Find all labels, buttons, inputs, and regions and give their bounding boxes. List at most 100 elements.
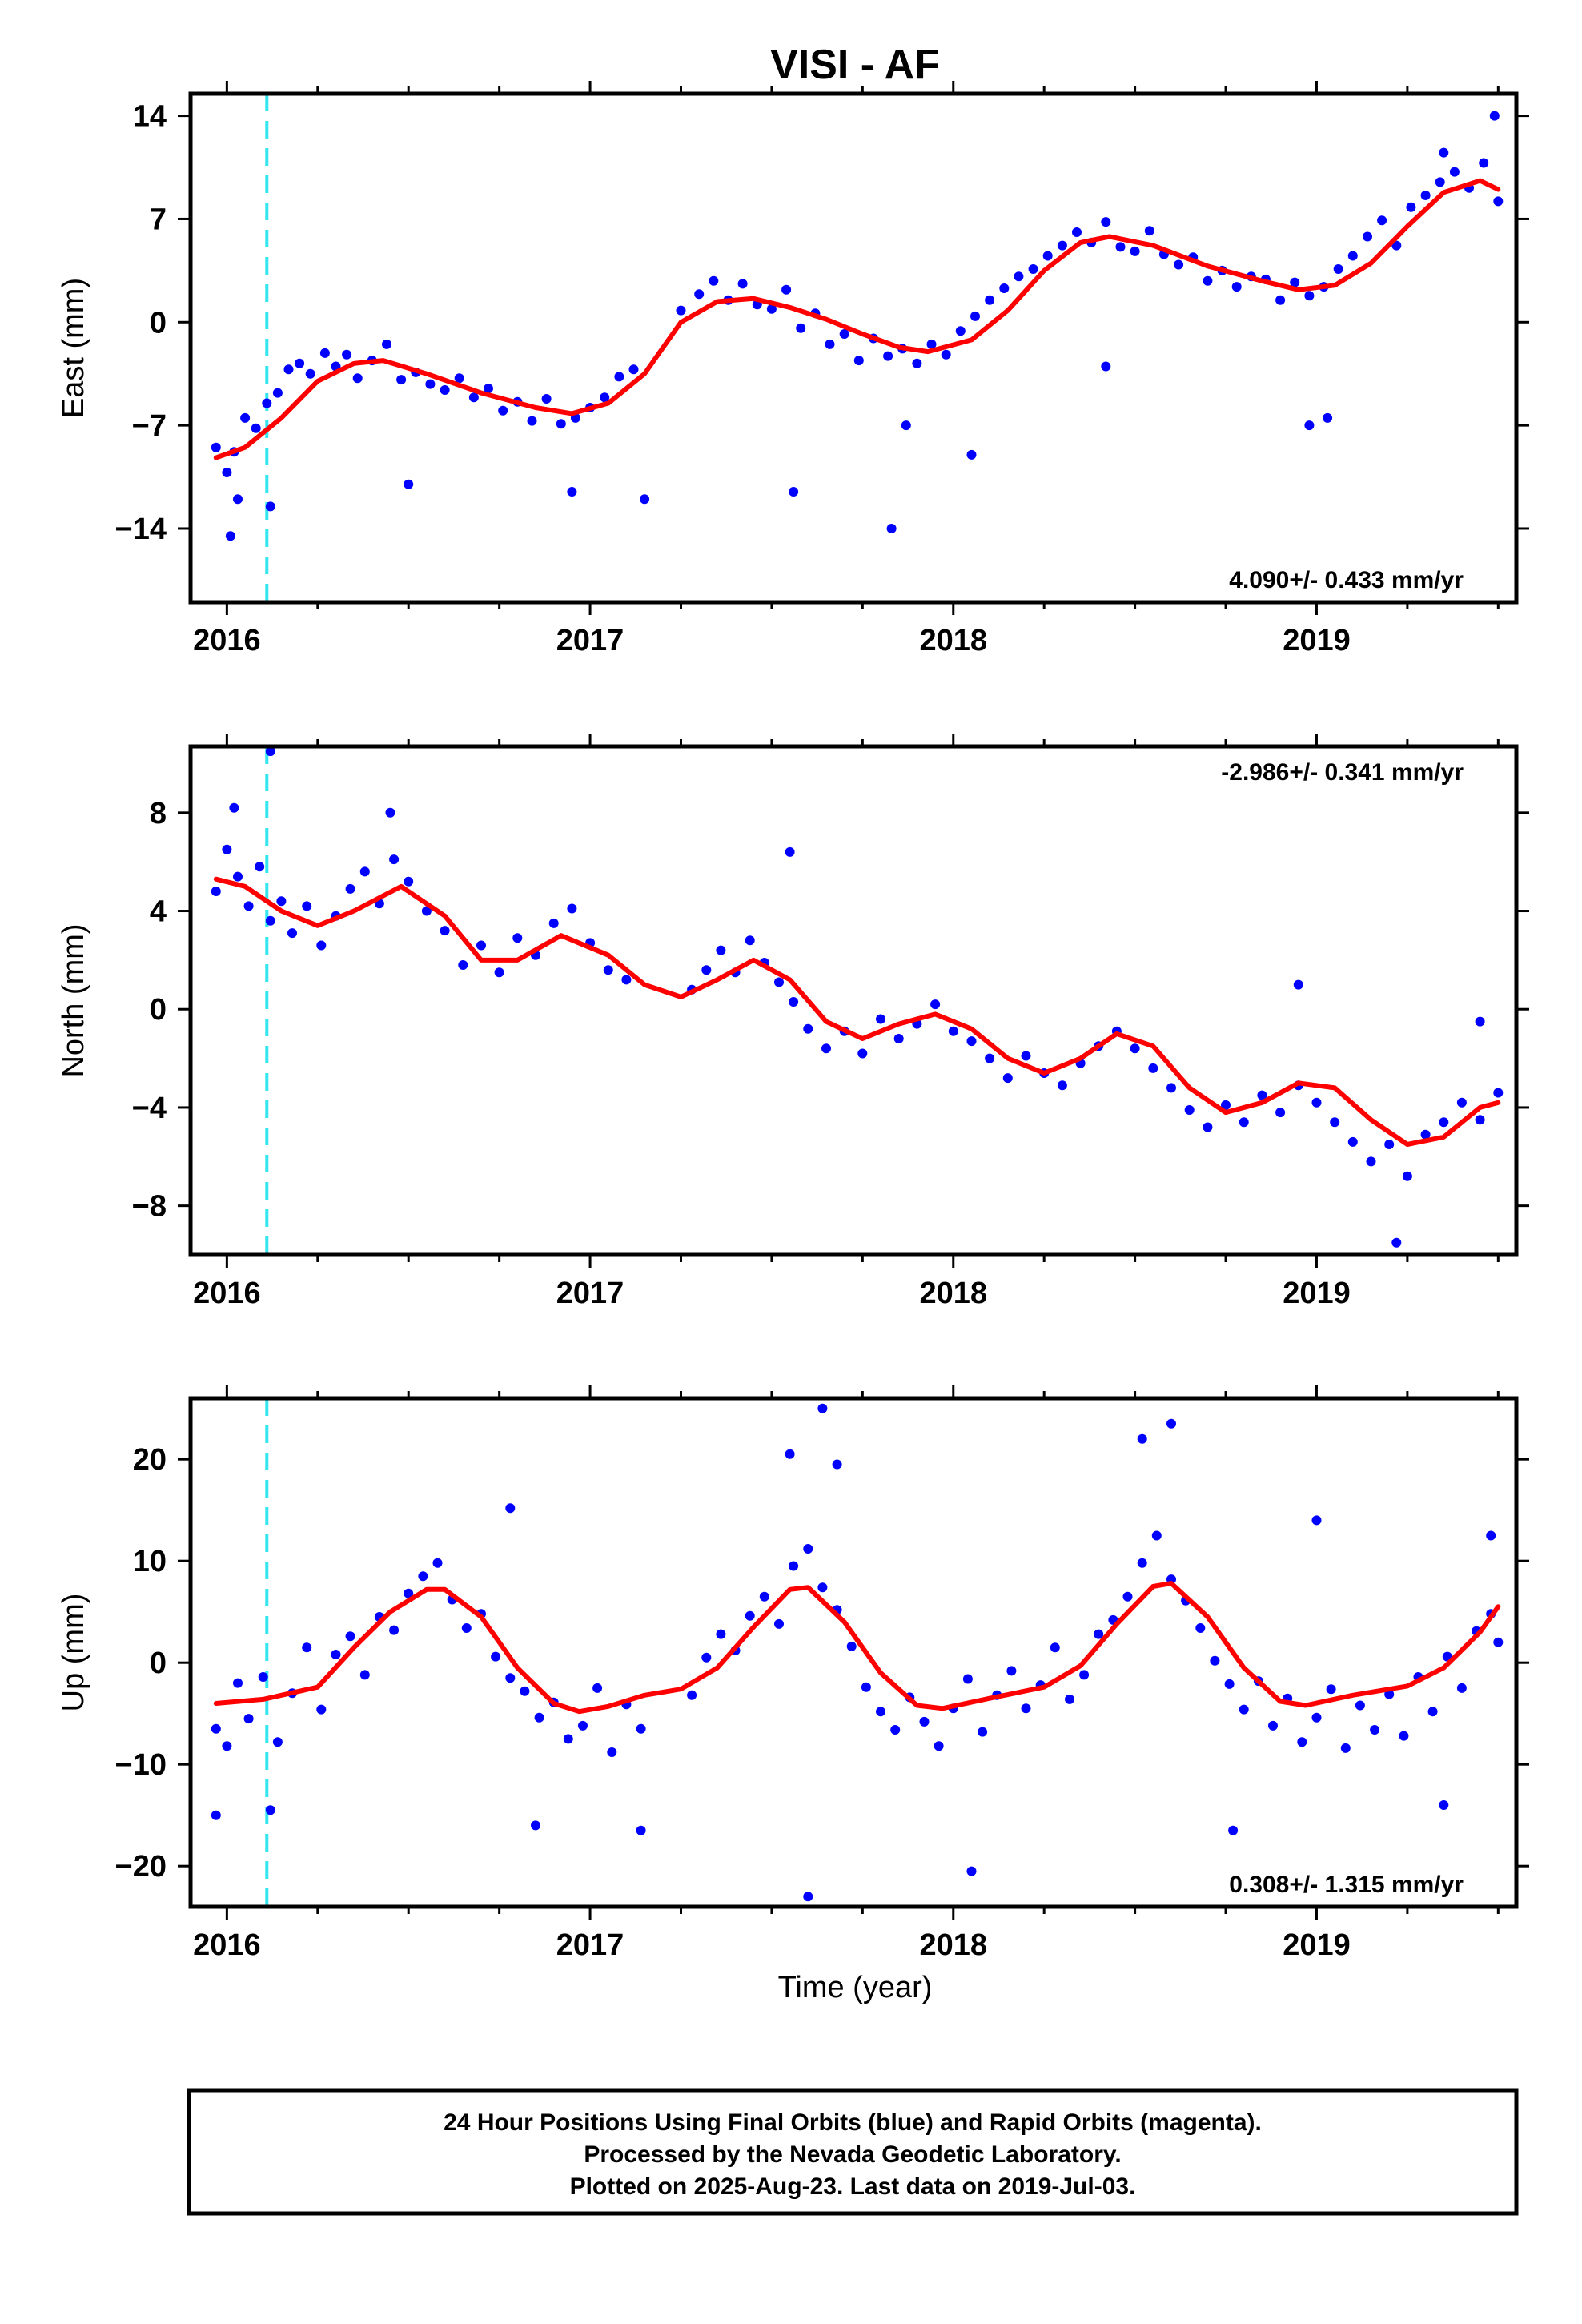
data-point bbox=[821, 1043, 831, 1054]
data-point bbox=[396, 375, 407, 385]
data-point bbox=[839, 329, 849, 339]
data-point bbox=[1065, 1694, 1074, 1704]
data-point bbox=[262, 398, 272, 408]
data-point bbox=[846, 1641, 857, 1651]
data-point bbox=[1137, 1433, 1147, 1444]
data-point bbox=[1228, 1825, 1239, 1835]
data-point bbox=[1340, 1743, 1351, 1753]
data-point bbox=[1203, 1122, 1213, 1132]
data-point bbox=[966, 1036, 977, 1047]
velocity-rate-label: 0.308+/- 1.315 mm/yr bbox=[1229, 1872, 1464, 1898]
data-point bbox=[342, 349, 352, 360]
data-point bbox=[1210, 1655, 1220, 1666]
data-point bbox=[876, 1707, 885, 1717]
data-point bbox=[258, 1672, 268, 1682]
x-tick-label: 2017 bbox=[556, 1928, 624, 1962]
data-point bbox=[603, 965, 613, 975]
data-point bbox=[233, 871, 243, 882]
data-point bbox=[1115, 242, 1126, 252]
data-point bbox=[1333, 264, 1343, 274]
footer-line-3: Plotted on 2025-Aug-23. Last data on 201… bbox=[570, 2173, 1136, 2200]
data-point bbox=[432, 1558, 443, 1568]
data-point bbox=[1347, 251, 1358, 261]
data-point bbox=[948, 1026, 958, 1036]
data-point bbox=[331, 1650, 341, 1659]
x-tick-label: 2019 bbox=[1283, 1277, 1351, 1310]
data-point bbox=[1297, 1737, 1307, 1747]
data-point bbox=[785, 1449, 795, 1459]
data-point bbox=[389, 854, 400, 865]
data-point bbox=[578, 1720, 588, 1731]
data-point bbox=[919, 1716, 930, 1727]
data-point bbox=[541, 394, 552, 404]
data-point bbox=[886, 524, 897, 533]
data-points bbox=[211, 746, 1504, 1248]
data-point bbox=[382, 339, 391, 349]
y-tick-label: 10 bbox=[133, 1545, 167, 1578]
data-point bbox=[240, 412, 251, 423]
data-point bbox=[265, 501, 275, 512]
data-point bbox=[926, 339, 937, 349]
data-point bbox=[211, 1723, 221, 1734]
data-point bbox=[861, 1682, 871, 1692]
data-point bbox=[1384, 1140, 1395, 1149]
plot-frame bbox=[188, 91, 1519, 605]
data-point bbox=[1195, 1623, 1206, 1633]
data-point bbox=[893, 1034, 904, 1043]
data-point bbox=[1311, 1712, 1322, 1723]
data-point bbox=[1366, 1156, 1376, 1167]
data-point bbox=[1002, 1073, 1013, 1084]
data-point bbox=[272, 1737, 283, 1747]
data-point bbox=[283, 364, 294, 375]
data-point bbox=[265, 915, 275, 926]
data-point bbox=[955, 326, 966, 336]
y-tick-label: 7 bbox=[150, 203, 167, 236]
data-point bbox=[1174, 259, 1184, 270]
data-point bbox=[1439, 1800, 1449, 1810]
model-fit-line bbox=[213, 1581, 1501, 1715]
data-point bbox=[1330, 1117, 1340, 1128]
data-point bbox=[1166, 1418, 1176, 1429]
data-point bbox=[621, 975, 632, 985]
data-point bbox=[1050, 1642, 1060, 1653]
data-points bbox=[211, 111, 1504, 541]
data-point bbox=[345, 883, 355, 894]
data-point bbox=[359, 866, 370, 877]
data-point bbox=[1493, 1637, 1504, 1647]
data-point bbox=[484, 384, 493, 394]
data-point bbox=[1391, 1237, 1402, 1248]
x-tick-label: 2016 bbox=[193, 1277, 261, 1310]
data-point bbox=[825, 339, 835, 349]
data-point bbox=[817, 1403, 828, 1413]
data-point bbox=[512, 933, 523, 943]
data-point bbox=[563, 1734, 573, 1744]
data-point bbox=[1377, 215, 1387, 226]
data-point bbox=[1493, 196, 1504, 207]
data-point bbox=[243, 1714, 254, 1724]
data-point bbox=[785, 846, 795, 857]
data-points bbox=[211, 1403, 1504, 1902]
data-point bbox=[1456, 1097, 1467, 1108]
data-point bbox=[1406, 202, 1416, 212]
y-tick-label: 4 bbox=[150, 895, 167, 929]
x-tick-label: 2016 bbox=[193, 1928, 261, 1962]
data-point bbox=[505, 1673, 516, 1683]
data-point bbox=[803, 1023, 813, 1034]
data-point bbox=[440, 926, 450, 936]
data-point bbox=[461, 1623, 472, 1633]
data-point bbox=[494, 967, 504, 978]
footer-box: 24 Hour Positions Using Final Orbits (bl… bbox=[187, 2088, 1519, 2216]
y-tick-label: −4 bbox=[132, 1092, 167, 1125]
data-point bbox=[628, 364, 639, 375]
y-axis-label: North (mm) bbox=[57, 923, 90, 1077]
data-point bbox=[636, 1825, 646, 1835]
x-tick-label: 2016 bbox=[193, 624, 261, 657]
data-point bbox=[440, 385, 450, 395]
data-point bbox=[592, 1683, 603, 1693]
data-point bbox=[302, 901, 312, 911]
data-point bbox=[985, 1053, 995, 1063]
tick-marks bbox=[178, 734, 1529, 1268]
data-point bbox=[737, 279, 748, 289]
data-point bbox=[404, 1588, 414, 1598]
data-point bbox=[766, 304, 777, 314]
